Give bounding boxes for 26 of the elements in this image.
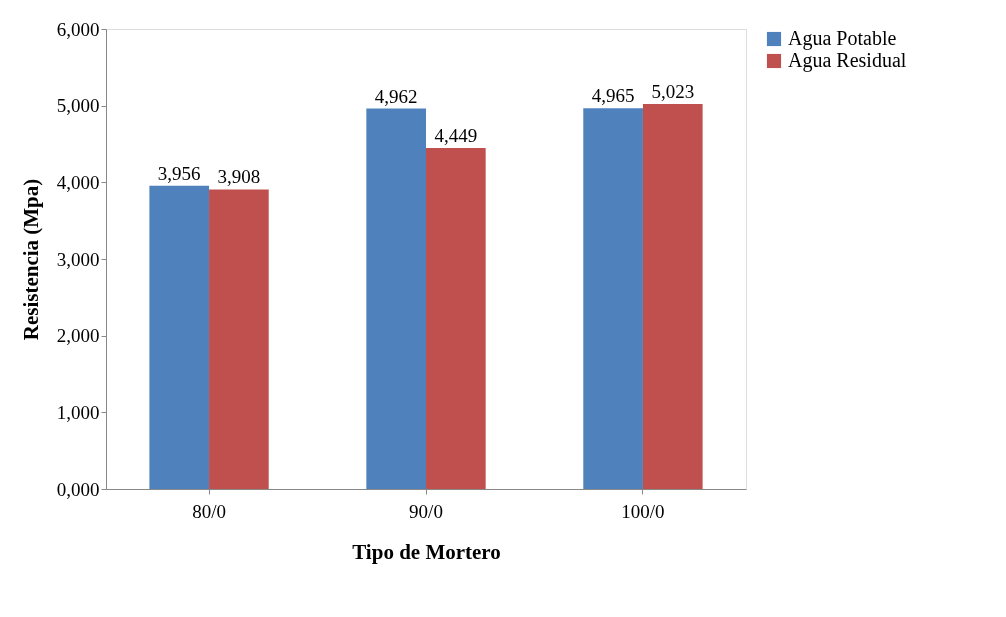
x-tick-label: 90/0 [409, 500, 443, 522]
legend-label: Agua Residual [788, 49, 907, 72]
bar [426, 147, 486, 489]
data-label: 4,449 [434, 124, 478, 146]
y-tick-label: 0,000 [56, 478, 100, 500]
x-axis-title: Tipo de Mortero [352, 539, 501, 564]
y-tick-label: 3,000 [56, 248, 100, 270]
data-label: 5,023 [651, 80, 695, 102]
y-axis-title: Resistencia (Mpa) [18, 178, 43, 341]
y-tick-label: 4,000 [56, 171, 100, 193]
y-tick-label: 1,000 [56, 401, 100, 423]
bar [366, 108, 426, 489]
data-label: 3,956 [157, 162, 201, 184]
y-tick-label: 2,000 [56, 325, 100, 347]
data-label: 4,962 [374, 85, 418, 107]
x-tick-label: 100/0 [621, 500, 665, 522]
y-tick-label: 6,000 [56, 18, 100, 40]
data-label: 4,965 [591, 85, 635, 107]
y-tick-label: 5,000 [56, 95, 100, 117]
x-tick-label: 80/0 [192, 500, 226, 522]
bar [642, 103, 703, 489]
bar [149, 185, 210, 489]
legend-label: Agua Potable [788, 27, 897, 50]
data-label: 3,908 [217, 166, 261, 188]
bar [583, 108, 643, 489]
bar [209, 189, 269, 489]
